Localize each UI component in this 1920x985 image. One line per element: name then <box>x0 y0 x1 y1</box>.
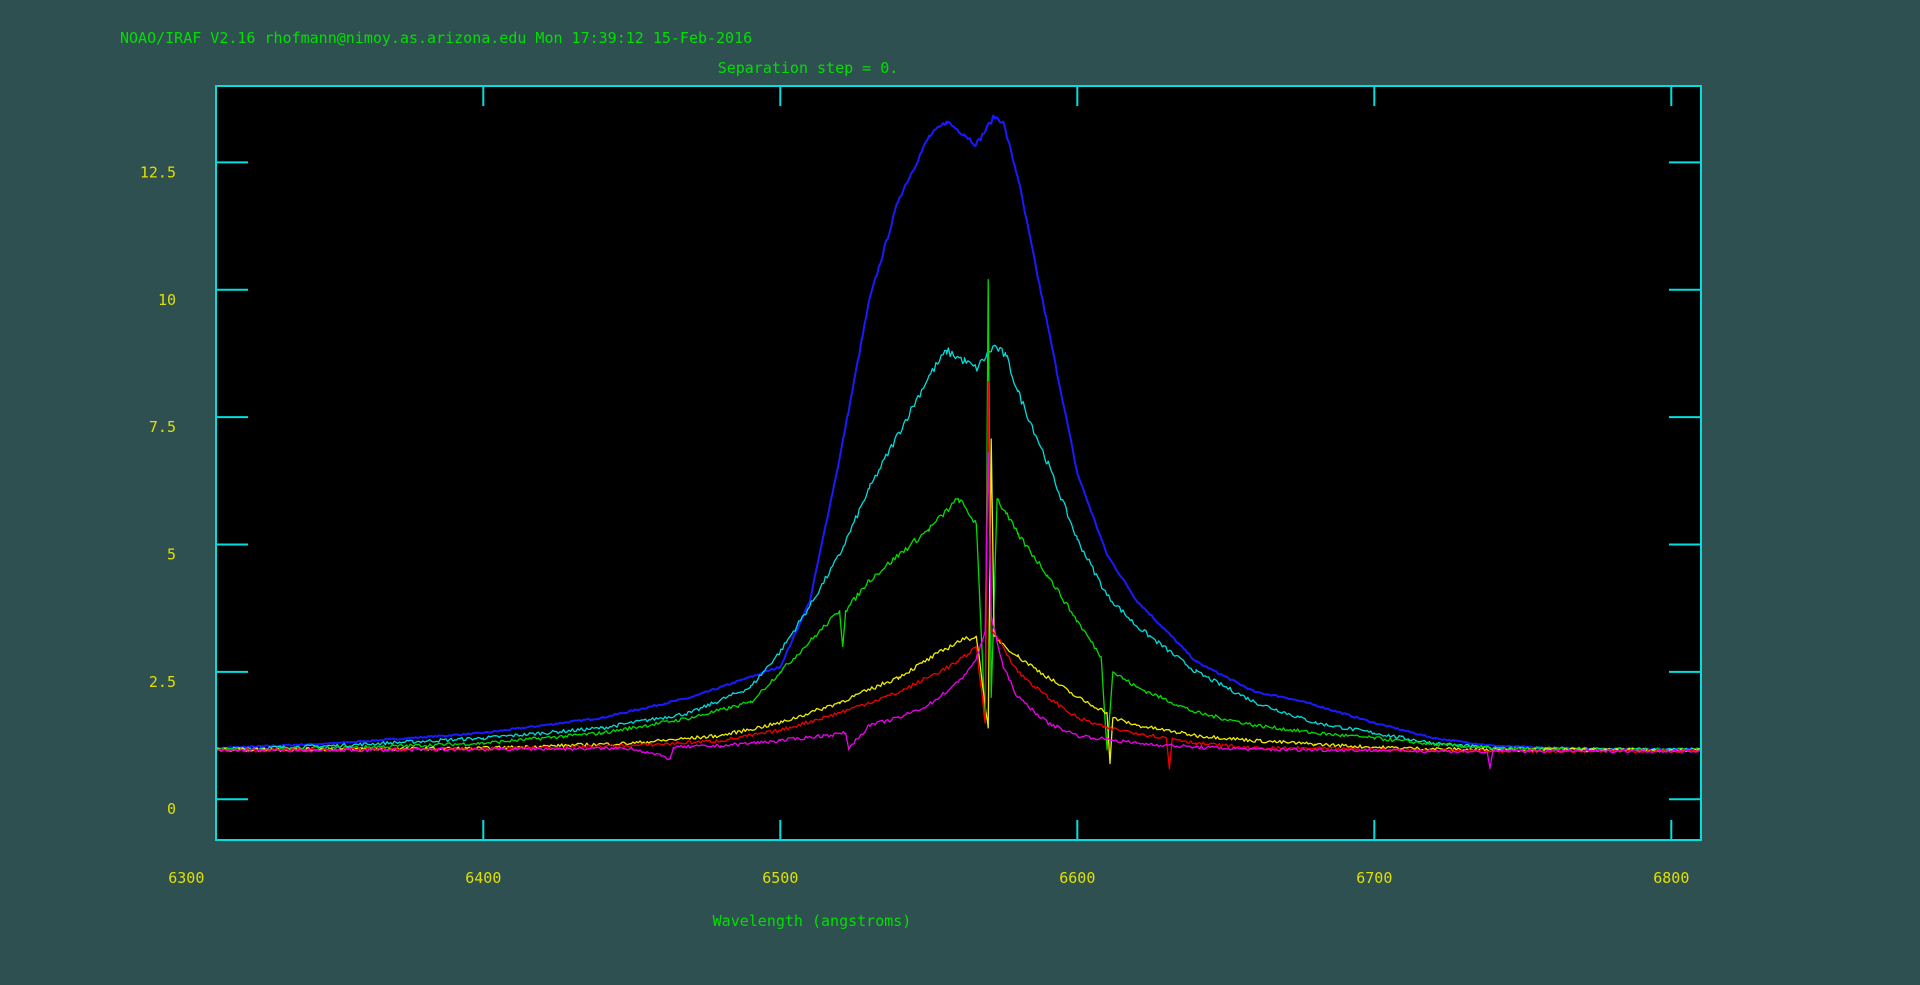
series-layer <box>215 114 1701 770</box>
x-tick-label: 6600 <box>1059 869 1095 887</box>
spectrum-series-line <box>215 452 1701 770</box>
plot-frame <box>215 85 1702 841</box>
x-tick-label: 6300 <box>168 869 204 887</box>
chart-title: Separation step = 0. <box>718 59 899 77</box>
y-tick-label: 2.5 <box>149 673 176 691</box>
x-tick-label: 6500 <box>762 869 798 887</box>
y-tick-label: 7.5 <box>149 418 176 436</box>
ticks-layer <box>216 86 1701 840</box>
x-axis-label: Wavelength (angstroms) <box>713 912 912 930</box>
y-tick-label: 12.5 <box>140 163 176 181</box>
x-tick-labels: 6300 6400 6500 6600 6700 6800 <box>168 869 1689 887</box>
y-tick-labels: 0 2.5 5 7.5 10 12.5 <box>140 163 176 818</box>
spectrum-series-line <box>215 114 1701 751</box>
spectrum-series-line <box>215 344 1701 752</box>
x-tick-label: 6400 <box>465 869 501 887</box>
plot-background <box>216 86 1701 840</box>
x-tick-label: 6800 <box>1653 869 1689 887</box>
y-tick-label: 0 <box>167 800 176 818</box>
spectrum-series-line <box>215 278 1701 752</box>
x-tick-label: 6700 <box>1356 869 1392 887</box>
spectrum-series-line <box>215 438 1701 765</box>
header-banner: NOAO/IRAF V2.16 rhofmann@nimoy.as.arizon… <box>120 29 752 47</box>
y-tick-label: 5 <box>167 546 176 564</box>
y-tick-label: 10 <box>158 291 176 309</box>
